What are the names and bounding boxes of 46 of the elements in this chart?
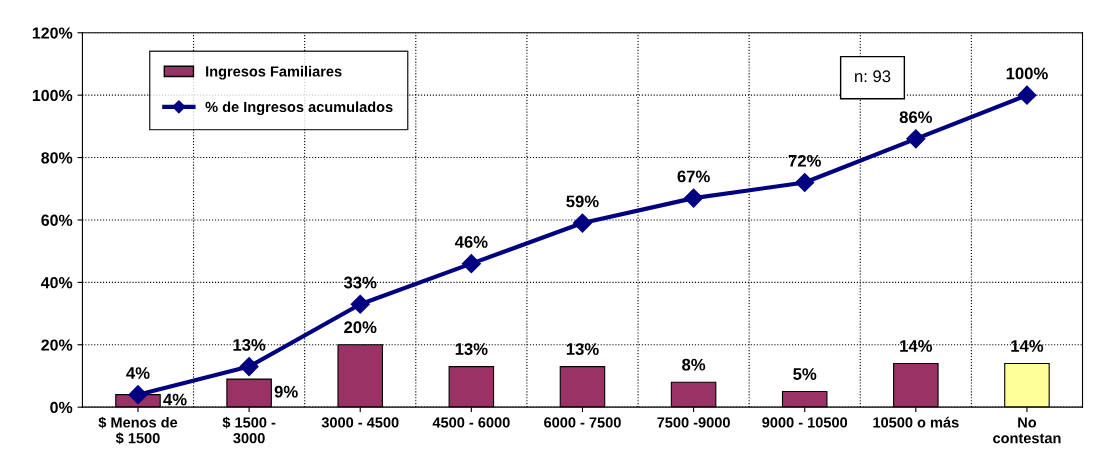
y-tick-label: 80% [41, 152, 73, 164]
data-label: 86% [899, 111, 933, 124]
x-tick-label: No contestan [993, 417, 1061, 444]
y-tick-label: 0% [50, 401, 73, 414]
data-label: 33% [343, 276, 377, 289]
y-tick-label: 40% [40, 276, 73, 289]
data-label: 5% [793, 368, 817, 380]
x-tick-label: $ 1500 - 3000 [222, 416, 276, 444]
data-label: 4% [126, 367, 150, 379]
x-tick-label: 9000 - 10500 [762, 417, 848, 428]
data-label: 72% [788, 154, 821, 167]
data-label: 46% [454, 236, 488, 248]
point [239, 357, 259, 377]
y-tick-label: 100% [32, 89, 73, 102]
point [128, 385, 148, 405]
annotation: n: 93 [855, 70, 891, 83]
data-label: 13% [566, 343, 599, 355]
point [461, 254, 481, 274]
point [795, 172, 815, 193]
point [350, 294, 370, 314]
data-label: 14% [900, 340, 933, 352]
point [684, 188, 704, 208]
legend-label: % de Ingresos acumulados [205, 101, 393, 116]
data-label: 20% [344, 321, 377, 334]
point [572, 213, 593, 233]
data-label: 8% [682, 358, 706, 371]
x-tick-label: 10500 o más [873, 416, 959, 428]
data-label: 67% [677, 170, 710, 183]
y-tick-label: 60% [41, 214, 73, 226]
point [906, 129, 926, 149]
x-tick-label: 7500 -9000 [657, 417, 730, 428]
data-label: 100% [1006, 67, 1048, 80]
x-tick-label: 4500 - 6000 [432, 417, 510, 428]
y-tick-label: 120% [32, 27, 73, 39]
data-label: 4% [163, 393, 187, 406]
x-tick-label: $ Menos de $ 1500 [98, 416, 178, 445]
data-label: 59% [566, 195, 599, 208]
legend-label: Ingresos Familiares [206, 65, 342, 80]
data-label: 14% [1011, 340, 1044, 352]
x-tick-label: 6000 - 7500 [544, 417, 621, 428]
data-label: 13% [233, 339, 266, 351]
point [1017, 85, 1037, 105]
y-tick-label: 20% [41, 339, 73, 351]
data-label: 9% [274, 385, 298, 398]
data-label: 13% [455, 343, 488, 355]
x-tick-label: 3000 - 4500 [321, 417, 399, 428]
